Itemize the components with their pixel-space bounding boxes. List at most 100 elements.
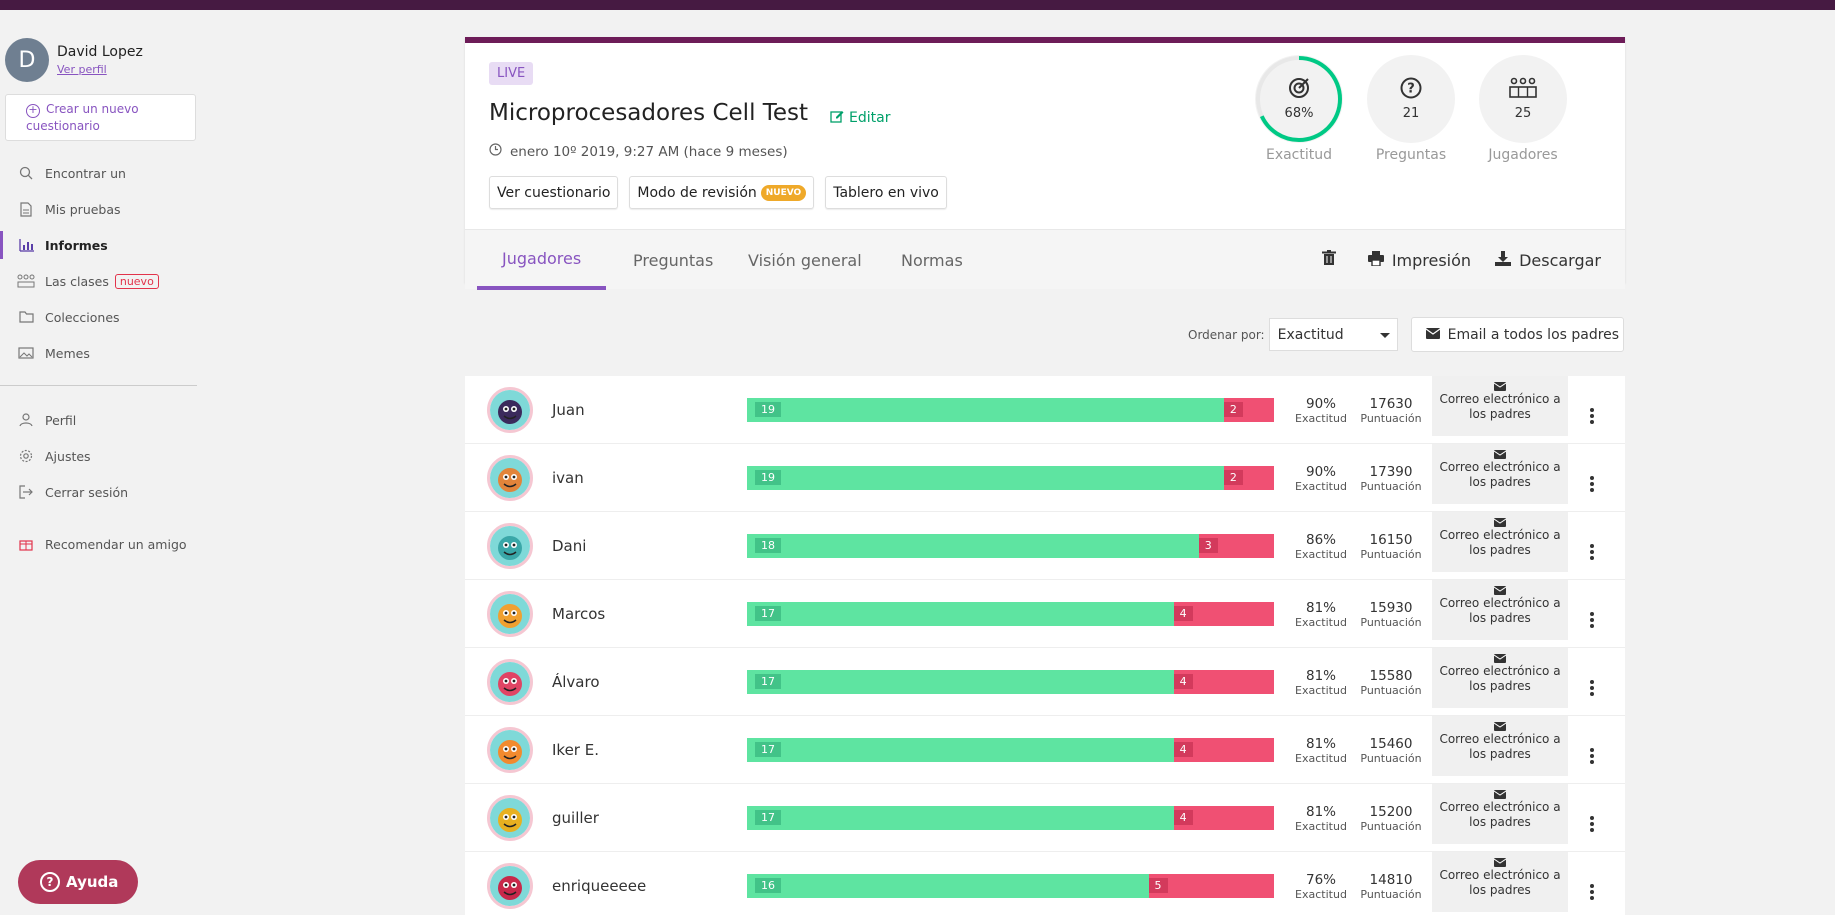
email-parents-button[interactable]: Correo electrónico a los padres — [1432, 784, 1568, 844]
caret-down-icon — [1379, 333, 1390, 338]
table-row[interactable]: enriqueeeee 16 5 76% Exactitud 14810 Pun… — [465, 852, 1625, 915]
player-avatar — [487, 523, 533, 569]
email-parents-button[interactable]: Correo electrónico a los padres — [1432, 648, 1568, 708]
tab-standards[interactable]: Normas — [901, 250, 963, 270]
player-name[interactable]: Marcos — [552, 605, 606, 623]
sidebar-item-collections[interactable]: Colecciones — [0, 299, 197, 335]
correct-count: 17 — [755, 742, 781, 757]
player-name[interactable]: ivan — [552, 469, 584, 487]
email-parents-button[interactable]: Correo electrónico a los padres — [1432, 444, 1568, 504]
table-row[interactable]: Álvaro 17 4 81% Exactitud 15580 Puntuaci… — [465, 648, 1625, 716]
incorrect-bar: 3 — [1198, 534, 1274, 558]
table-row[interactable]: Iker E. 17 4 81% Exactitud 15460 Puntuac… — [465, 716, 1625, 784]
tab-questions[interactable]: Preguntas — [633, 250, 714, 270]
player-name[interactable]: enriqueeeee — [552, 877, 647, 895]
sidebar-item-memes[interactable]: Memes — [0, 335, 197, 371]
player-points: 15930 Puntuación — [1359, 600, 1423, 629]
more-options-icon[interactable] — [1590, 476, 1594, 494]
player-accuracy: 81% Exactitud — [1293, 668, 1349, 697]
download-label: Descargar — [1519, 250, 1601, 270]
edit-button[interactable]: Editar — [830, 109, 890, 127]
monster-avatar-icon — [490, 798, 530, 838]
tab-overview[interactable]: Visión general — [748, 250, 862, 270]
correct-bar: 19 — [747, 466, 1224, 490]
sidebar-item-search[interactable]: Encontrar un — [0, 155, 197, 191]
quiz-actions: Ver cuestionario Modo de revisión NUEVO T… — [489, 176, 958, 209]
view-profile-link[interactable]: Ver perfil — [57, 63, 107, 76]
print-button[interactable]: Impresión — [1367, 250, 1471, 270]
more-options-icon[interactable] — [1590, 408, 1594, 426]
points-label: Puntuación — [1360, 480, 1422, 493]
player-accuracy: 81% Exactitud — [1293, 804, 1349, 833]
incorrect-bar: 2 — [1223, 466, 1274, 490]
sidebar-item-settings[interactable]: Ajustes — [0, 438, 197, 474]
score-bar: 19 2 — [747, 398, 1274, 422]
incorrect-count: 4 — [1173, 742, 1193, 757]
more-options-icon[interactable] — [1590, 748, 1594, 766]
questions-label: Preguntas — [1375, 147, 1447, 163]
player-name[interactable]: Iker E. — [552, 741, 599, 759]
sidebar-item-classes[interactable]: Las clases nuevo — [0, 263, 197, 299]
player-name[interactable]: Dani — [552, 537, 587, 555]
accuracy-label: Exactitud — [1295, 820, 1347, 833]
points-label: Puntuación — [1360, 412, 1422, 425]
email-all-parents-button[interactable]: Email a todos los padres — [1410, 317, 1624, 352]
sidebar-item-logout[interactable]: Cerrar sesión — [0, 474, 197, 510]
more-options-icon[interactable] — [1590, 884, 1594, 902]
player-points: 15200 Puntuación — [1359, 804, 1423, 833]
more-options-icon[interactable] — [1590, 612, 1594, 630]
email-parents-label: Correo electrónico a los padres — [1439, 664, 1561, 693]
sidebar-item-reports[interactable]: Informes — [0, 227, 197, 263]
player-avatar — [487, 591, 533, 637]
email-parents-button[interactable]: Correo electrónico a los padres — [1432, 376, 1568, 436]
avatar[interactable]: D — [5, 38, 49, 82]
download-button[interactable]: Descargar — [1495, 250, 1601, 270]
monster-avatar-icon — [490, 390, 530, 430]
accuracy-label: Exactitud — [1295, 480, 1347, 493]
player-name[interactable]: Juan — [552, 401, 585, 419]
email-parents-label: Correo electrónico a los padres — [1439, 868, 1561, 897]
more-options-icon[interactable] — [1590, 680, 1594, 698]
table-row[interactable]: Marcos 17 4 81% Exactitud 15930 Puntuaci… — [465, 580, 1625, 648]
email-parents-button[interactable]: Correo electrónico a los padres — [1432, 512, 1568, 572]
live-board-button[interactable]: Tablero en vivo — [825, 176, 947, 209]
envelope-icon — [1494, 654, 1506, 663]
incorrect-bar: 2 — [1223, 398, 1274, 422]
email-parents-button[interactable]: Correo electrónico a los padres — [1432, 580, 1568, 640]
sort-bar: Ordenar por: Exactitud Email a todos los… — [1188, 317, 1624, 352]
table-row[interactable]: Dani 18 3 86% Exactitud 16150 Puntuación… — [465, 512, 1625, 580]
sidebar-item-my-quizzes[interactable]: Mis pruebas — [0, 191, 197, 227]
review-mode-button[interactable]: Modo de revisión NUEVO — [629, 176, 815, 209]
table-row[interactable]: guiller 17 4 81% Exactitud 15200 Puntuac… — [465, 784, 1625, 852]
sidebar-item-profile[interactable]: Perfil — [0, 402, 197, 438]
sidebar-item-recommend[interactable]: Recomendar un amigo — [0, 526, 197, 562]
incorrect-count: 4 — [1173, 674, 1193, 689]
delete-button[interactable] — [1321, 250, 1344, 270]
create-quiz-label: Crear un nuevo cuestionario — [26, 102, 139, 133]
table-row[interactable]: ivan 19 2 90% Exactitud 17390 Puntuación… — [465, 444, 1625, 512]
tab-players[interactable]: Jugadores — [477, 230, 607, 290]
envelope-icon — [1494, 450, 1506, 459]
create-quiz-button[interactable]: + Crear un nuevo cuestionario — [5, 94, 196, 141]
email-parents-button[interactable]: Correo electrónico a los padres — [1432, 716, 1568, 776]
sort-select[interactable]: Exactitud — [1268, 318, 1398, 351]
correct-count: 17 — [755, 606, 781, 621]
help-button[interactable]: ? Ayuda — [18, 860, 138, 904]
view-quiz-button[interactable]: Ver cuestionario — [489, 176, 619, 209]
email-parents-label: Correo electrónico a los padres — [1439, 460, 1561, 489]
email-parents-button[interactable]: Correo electrónico a los padres — [1432, 852, 1568, 912]
player-name[interactable]: Álvaro — [552, 673, 600, 691]
email-parents-label: Correo electrónico a los padres — [1439, 732, 1561, 761]
review-mode-label: Modo de revisión — [637, 184, 757, 201]
table-row[interactable]: Juan 19 2 90% Exactitud 17630 Puntuación… — [465, 376, 1625, 444]
player-points: 17390 Puntuación — [1359, 464, 1423, 493]
more-options-icon[interactable] — [1590, 544, 1594, 562]
more-options-icon[interactable] — [1590, 816, 1594, 834]
player-name[interactable]: guiller — [552, 809, 599, 827]
stat-players: 25 Jugadores — [1467, 55, 1579, 163]
score-bar: 16 5 — [747, 874, 1274, 898]
quiz-header-card: LIVE Microprocesadores Cell Test Editar … — [465, 37, 1625, 290]
incorrect-count: 4 — [1173, 606, 1193, 621]
accuracy-label: Exactitud — [1295, 616, 1347, 629]
edit-icon — [830, 109, 844, 127]
